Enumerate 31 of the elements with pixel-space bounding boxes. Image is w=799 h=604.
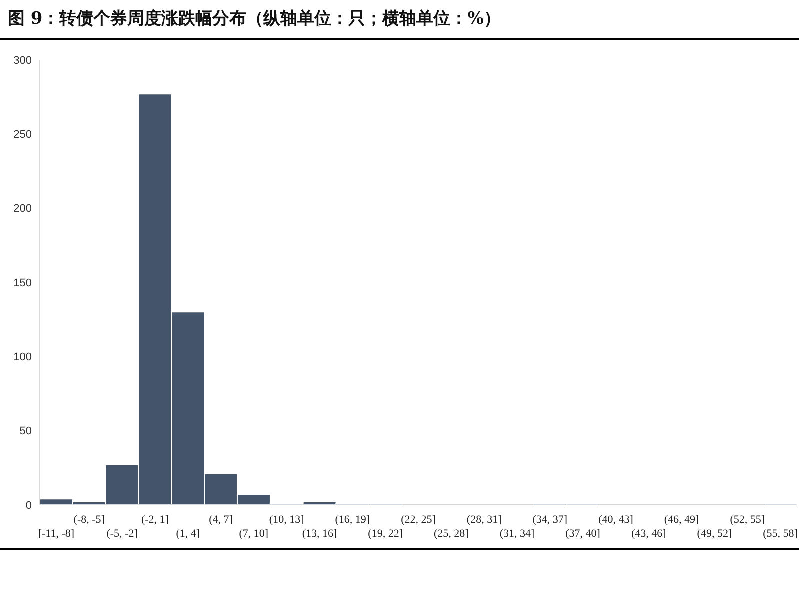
x-tick-label: (52, 55] <box>730 514 766 526</box>
y-tick-label: 150 <box>14 277 32 290</box>
x-tick-label: (40, 43] <box>598 514 634 526</box>
y-tick-label: 100 <box>14 352 32 364</box>
x-tick-label: (37, 40] <box>566 528 600 540</box>
y-tick-label: 0 <box>26 500 32 512</box>
x-tick-label: (25, 28] <box>434 528 469 540</box>
x-tick-label: (49, 52] <box>697 528 732 540</box>
x-tick-label: (55, 58] <box>763 528 798 540</box>
x-tick-label: (43, 46] <box>631 528 666 540</box>
chart-title: 图 9：转债个券周度涨跌幅分布（纵轴单位：只；横轴单位：%） <box>0 0 799 40</box>
y-tick-label: 250 <box>14 129 32 142</box>
x-tick-label: (-8, -5] <box>74 514 105 526</box>
x-tick-label: (7, 10] <box>239 528 269 540</box>
y-tick-label: 50 <box>20 426 32 438</box>
x-tick-label: (16, 19] <box>335 514 370 526</box>
x-tick-label: (46, 49] <box>664 514 700 526</box>
y-tick-label: 300 <box>14 54 32 67</box>
x-tick-label: (34, 37] <box>532 514 568 526</box>
x-tick-label: (1, 4] <box>176 528 200 540</box>
x-tick-label: (19, 22] <box>368 528 403 540</box>
x-tick-label: (22, 25] <box>401 514 436 526</box>
x-tick-label: (-2, 1] <box>141 514 169 526</box>
x-tick-label: (-5, -2] <box>106 528 138 540</box>
x-tick-label: (13, 16] <box>302 528 338 540</box>
x-tick-label: (31, 34] <box>500 528 535 540</box>
x-tick-label: (28, 31] <box>466 514 502 526</box>
x-tick-label: (4, 7] <box>209 514 233 526</box>
y-tick-label: 200 <box>14 203 32 216</box>
x-tick-label: [-11, -8] <box>38 528 75 540</box>
x-tick-label: (10, 13] <box>269 514 304 526</box>
